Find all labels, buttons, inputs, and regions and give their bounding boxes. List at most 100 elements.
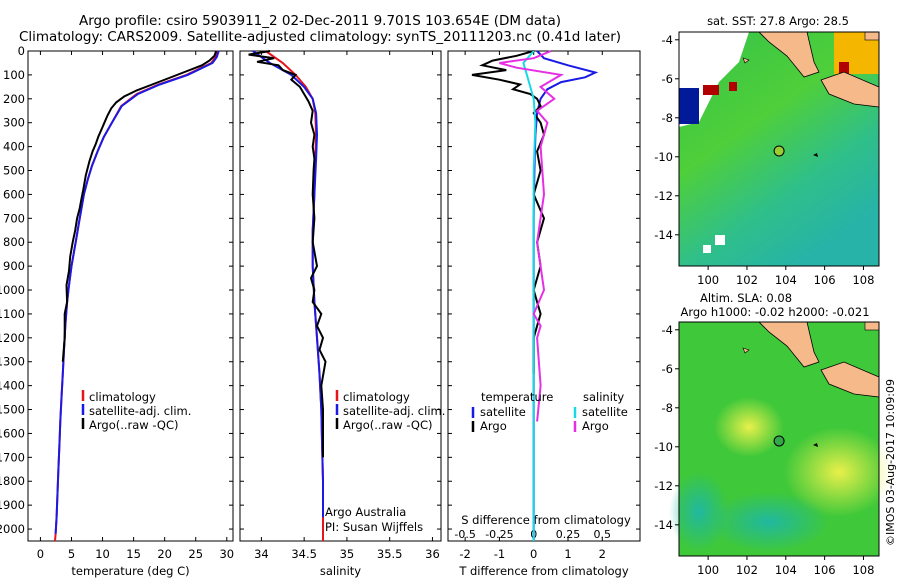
x-tick-label: 2 — [599, 547, 606, 561]
legend-label: satellite — [582, 405, 628, 419]
sla-map-subtitle: Argo h1000: -0.02 h2000: -0.021 — [680, 305, 869, 319]
x-tick-label: 25 — [188, 547, 203, 561]
x-tick-label: 34 — [254, 547, 269, 561]
sla-high — [784, 427, 894, 517]
land-sumatra — [758, 321, 820, 368]
map-x-tick-label: 108 — [852, 273, 874, 287]
map-y-tick-label: -4 — [662, 33, 673, 47]
plot-frame — [447, 50, 641, 542]
series-line — [54, 50, 220, 534]
x-axis-label: T difference from climatology — [458, 564, 629, 578]
y-tick-label: 1500 — [0, 403, 25, 417]
map-y-tick-label: -6 — [662, 72, 673, 86]
land-borneo — [864, 321, 880, 331]
x-tick-label-secondary: 0.5 — [594, 528, 612, 541]
map-x-tick-label: 108 — [852, 563, 874, 577]
series-line — [54, 50, 219, 542]
x-tick-label-secondary: -0.25 — [485, 528, 513, 541]
argo-float-marker — [773, 145, 785, 157]
map-y-tick-label: -12 — [654, 189, 673, 203]
x-axis-label-secondary: S difference from climatology — [461, 513, 631, 527]
map-x-tick-label: 106 — [814, 563, 836, 577]
sst-map-title: sat. SST: 27.8 Argo: 28.5 — [707, 14, 849, 28]
island — [742, 347, 750, 354]
y-tick-label: 1900 — [0, 498, 25, 512]
land-sumatra — [758, 31, 820, 78]
map-x-tick-label: 102 — [736, 273, 758, 287]
x-tick-label: 15 — [126, 547, 141, 561]
map-sla: 100 102 104 106 108 -4 -6 -8 -10 -12 -14 — [654, 321, 894, 577]
x-tick-label: 1 — [564, 547, 571, 561]
map-x-tick-label: 104 — [775, 563, 797, 577]
map-y-tick-label: -12 — [654, 479, 673, 493]
map-y-tick-label: -8 — [662, 111, 673, 125]
land-borneo — [864, 31, 880, 41]
x-tick-label: 0 — [37, 547, 44, 561]
map-x-tick-label: 106 — [814, 273, 836, 287]
profile-panel-1: 0100200300400500600700800900100011001200… — [0, 44, 234, 578]
sla-low — [669, 472, 729, 552]
y-tick-label: 1200 — [0, 331, 25, 345]
map-x-tick-label: 104 — [775, 273, 797, 287]
y-tick-label: 100 — [3, 68, 25, 82]
sla-low — [709, 492, 829, 552]
map-sst: 100 102 104 106 108 -4 -6 -8 -10 -12 -14 — [654, 31, 880, 287]
island — [813, 443, 818, 447]
x-tick-label-secondary: -0.5 — [454, 528, 475, 541]
x-axis-label: salinity — [320, 564, 361, 578]
y-tick-label: 900 — [3, 259, 25, 273]
y-tick-label: 800 — [3, 235, 25, 249]
y-tick-label: 1300 — [0, 355, 25, 369]
sla-high — [714, 397, 784, 457]
legend-label: salinity — [583, 390, 624, 404]
series-line — [499, 50, 565, 422]
map-x-tick-label: 100 — [697, 563, 719, 577]
warm-anomaly — [839, 62, 849, 74]
y-tick-label: 1600 — [0, 426, 25, 440]
x-tick-label: 5 — [68, 547, 75, 561]
annotation-text: Argo Australia — [325, 505, 406, 519]
x-tick-label: 36 — [425, 547, 440, 561]
missing-data-area — [703, 245, 711, 253]
series-line — [248, 50, 327, 458]
legend-label: Argo — [480, 419, 507, 433]
series-line — [532, 50, 599, 541]
map-y-tick-label: -14 — [654, 518, 673, 532]
x-tick-label: -1 — [494, 547, 505, 561]
legend-label: Argo(..raw -QC) — [343, 418, 433, 432]
y-tick-label: 400 — [3, 140, 25, 154]
map-y-tick-label: -10 — [654, 150, 673, 164]
y-tick-label: 600 — [3, 187, 25, 201]
x-tick-label: 34.5 — [291, 547, 317, 561]
legend-label: Argo — [582, 419, 609, 433]
x-tick-label-secondary: 0.25 — [556, 528, 581, 541]
sla-map-title: Altim. SLA: 0.08 — [700, 291, 792, 305]
y-tick-label: 1000 — [0, 283, 25, 297]
map-y-tick-label: -10 — [654, 440, 673, 454]
x-tick-label: 35 — [340, 547, 355, 561]
y-tick-label: 300 — [3, 116, 25, 130]
y-tick-label: 500 — [3, 164, 25, 178]
map-frame — [678, 321, 880, 557]
y-tick-label: 1700 — [0, 450, 25, 464]
y-tick-label: 1400 — [0, 379, 25, 393]
credit-text: ©IMOS 03-Aug-2017 10:09:09 — [884, 379, 897, 546]
argo-float-marker — [773, 435, 785, 447]
map-y-tick-label: -14 — [654, 228, 673, 242]
x-tick-label: 30 — [219, 547, 234, 561]
legend-label: Argo(..raw -QC) — [89, 418, 179, 432]
map-x-tick-label: 102 — [736, 563, 758, 577]
warm-anomaly — [729, 82, 737, 91]
legend-label: temperature — [481, 390, 553, 404]
x-tick-label: 20 — [157, 547, 172, 561]
legend-label: satellite — [480, 405, 526, 419]
plot-frame — [27, 50, 234, 542]
annotation-text: PI: Susan Wijffels — [325, 520, 423, 534]
map-y-tick-label: -8 — [662, 401, 673, 415]
legend-label: satellite-adj. clim. — [343, 404, 445, 418]
figure-title-line2: Climatology: CARS2009. Satellite-adjuste… — [18, 29, 622, 45]
series-line — [471, 50, 546, 374]
legend-label: satellite-adj. clim. — [89, 404, 191, 418]
map-y-tick-label: -6 — [662, 362, 673, 376]
map-y-tick-label: -4 — [662, 323, 673, 337]
